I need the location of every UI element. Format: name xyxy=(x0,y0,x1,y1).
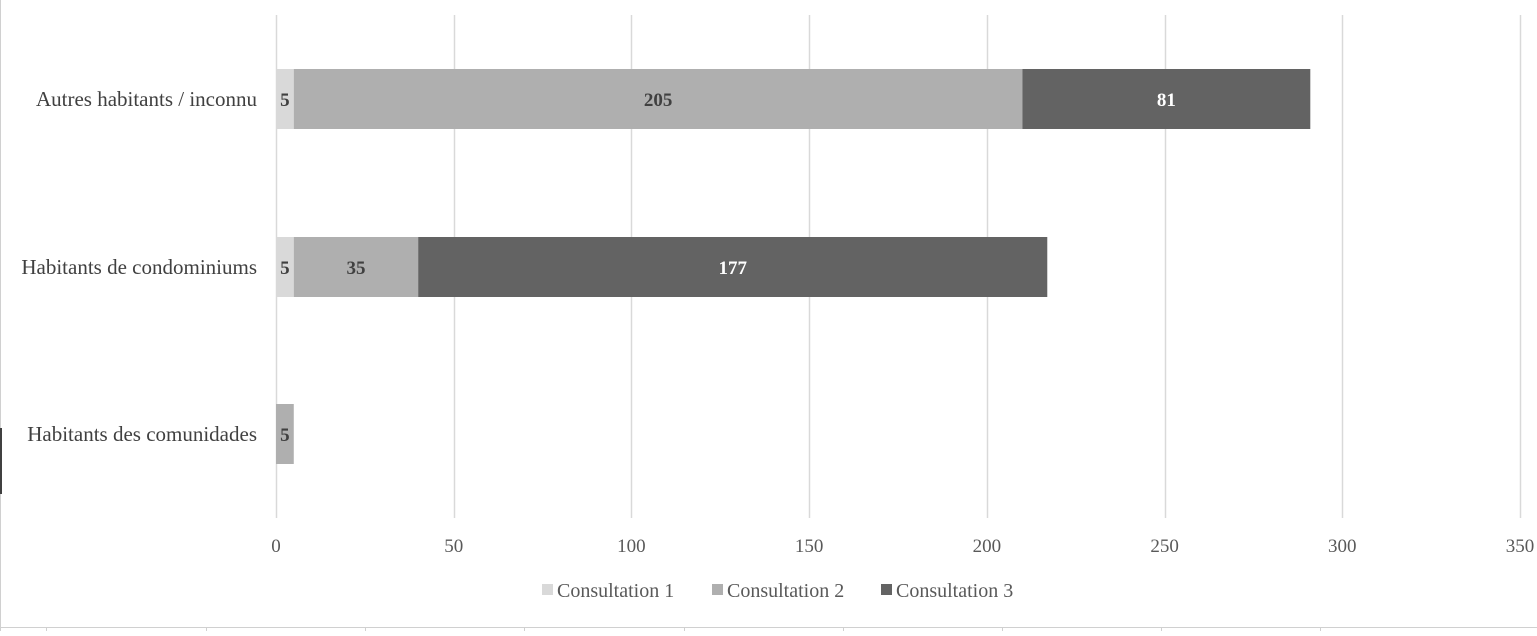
x-tick-label: 100 xyxy=(617,536,646,557)
category-label: Autres habitants / inconnu xyxy=(36,87,258,111)
category-label: Habitants de condominiums xyxy=(21,255,257,279)
data-label: 5 xyxy=(280,258,290,279)
legend-label: Consultation 2 xyxy=(727,580,844,602)
bars xyxy=(276,69,1311,464)
data-label: 5 xyxy=(280,425,290,446)
bar-segment xyxy=(1022,69,1311,129)
bar-segment xyxy=(293,69,1023,129)
legend-label: Consultation 1 xyxy=(557,580,674,602)
x-tick-label: 200 xyxy=(973,536,1002,557)
legend-swatch xyxy=(542,584,553,595)
x-tick-label: 350 xyxy=(1506,536,1535,557)
x-tick-label: 50 xyxy=(444,536,463,557)
bar-segment xyxy=(276,69,294,129)
legend-label: Consultation 3 xyxy=(896,580,1013,602)
bar-segment xyxy=(293,237,419,297)
x-tick-label: 300 xyxy=(1328,536,1357,557)
data-label: 35 xyxy=(346,258,365,279)
data-label: 205 xyxy=(644,90,673,111)
bar-segment xyxy=(418,237,1048,297)
data-label: 81 xyxy=(1157,90,1176,111)
left-edge-marker xyxy=(0,428,2,494)
data-label: 177 xyxy=(718,258,747,279)
bar-segment xyxy=(276,237,294,297)
category-label: Habitants des comunidades xyxy=(27,422,257,446)
data-label: 5 xyxy=(280,90,290,111)
x-tick-label: 150 xyxy=(795,536,824,557)
x-tick-label: 250 xyxy=(1150,536,1179,557)
data-labels: 5 205 81 5 35 177 5 xyxy=(280,90,1176,446)
legend-swatch xyxy=(881,584,892,595)
bar-segment xyxy=(276,404,294,464)
legend: Consultation 1 Consultation 2 Consultation… xyxy=(542,580,1013,602)
value-axis-tick-labels: 0 50 100 150 200 250 300 350 xyxy=(271,536,1534,557)
x-tick-label: 0 xyxy=(271,536,281,557)
legend-swatch xyxy=(712,584,723,595)
category-axis-labels: Autres habitants / inconnu Habitants de c… xyxy=(21,87,257,446)
